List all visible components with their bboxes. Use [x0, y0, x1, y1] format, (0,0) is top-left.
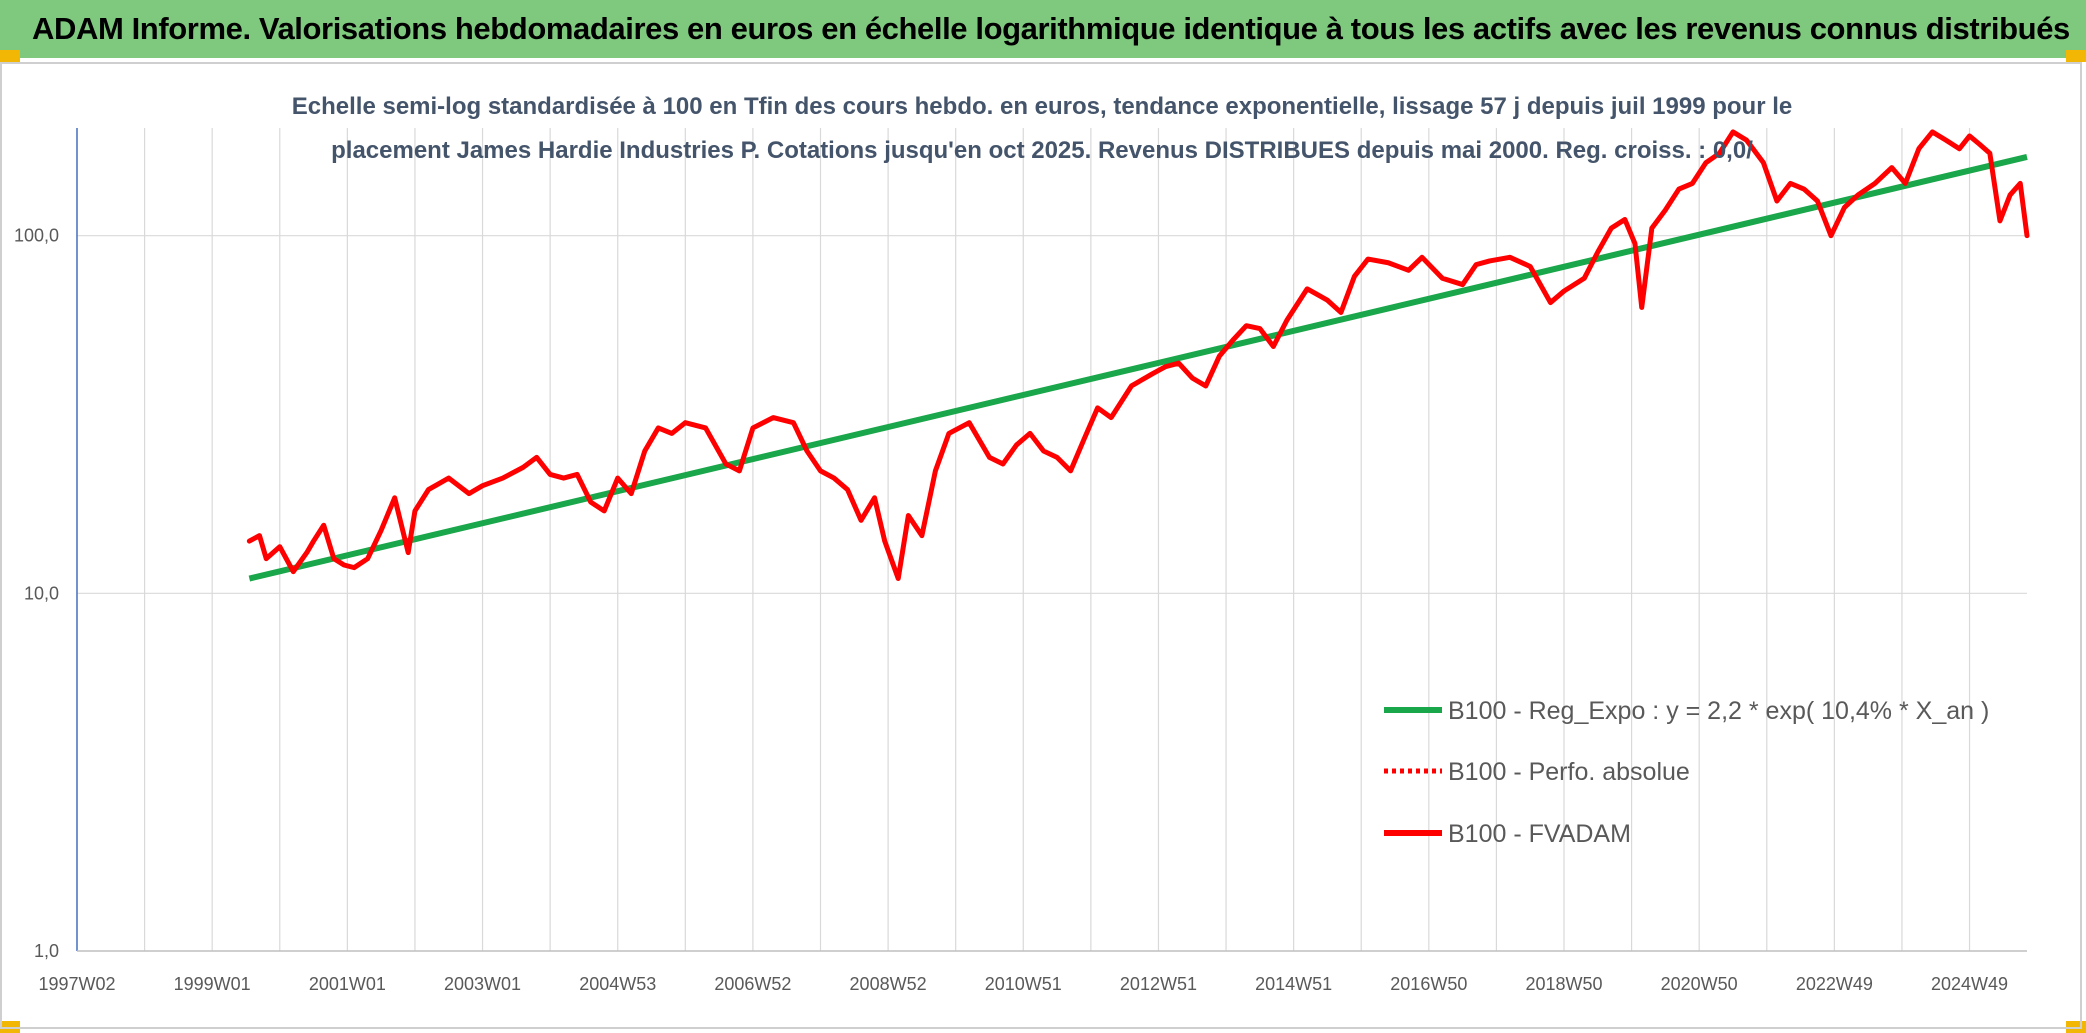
series-layer [246, 129, 2030, 582]
y-tick-label: 10,0 [24, 583, 59, 603]
x-tick-label: 2001W01 [309, 974, 386, 994]
x-gridlines [76, 128, 1971, 951]
x-tick-label: 2012W51 [1120, 974, 1197, 994]
legend-label-perfo: B100 - Perfo. absolue [1448, 758, 1690, 786]
legend-label-fvadam: B100 - FVADAM [1448, 820, 1631, 848]
x-tick-label: 2010W51 [985, 974, 1062, 994]
x-tick-label: 2020W50 [1661, 974, 1738, 994]
legend-label-trend: B100 - Reg_Expo : y = 2,2 * exp( 10,4% *… [1448, 697, 1989, 725]
y-tick-label: 100,0 [14, 226, 59, 246]
x-tick-label: 2018W50 [1525, 974, 1602, 994]
corner-accent-left [0, 50, 20, 62]
x-tick-label: 2024W49 [1931, 974, 2008, 994]
x-tick-label: 2014W51 [1255, 974, 1332, 994]
x-tick-label: 1999W01 [174, 974, 251, 994]
x-tick-label: 2008W52 [850, 974, 927, 994]
x-tick-label: 2003W01 [444, 974, 521, 994]
legend: B100 - Reg_Expo : y = 2,2 * exp( 10,4% *… [1384, 697, 1989, 848]
x-tick-label: 2022W49 [1796, 974, 1873, 994]
report-banner: ADAM Informe. Valorisations hebdomadaire… [0, 0, 2086, 58]
y-tick-labels: 1,0 10,0 100,0 [14, 226, 59, 961]
y-tick-label: 1,0 [34, 941, 59, 961]
chart-title-line-2: placement James Hardie Industries P. Cot… [331, 137, 1753, 164]
chart-area [0, 62, 2082, 1029]
fvadam-line [246, 129, 2030, 582]
x-tick-label: 2016W50 [1390, 974, 1467, 994]
x-tick-label: 1997W02 [38, 974, 115, 994]
corner-accent-right [2066, 50, 2086, 62]
trend-line [248, 154, 2028, 582]
x-tick-label: 2006W52 [714, 974, 791, 994]
x-tick-label: 2004W53 [579, 974, 656, 994]
y-gridlines [77, 235, 2027, 594]
chart-title-line-1: Echelle semi-log standardisée à 100 en T… [292, 93, 1793, 120]
report-title: ADAM Informe. Valorisations hebdomadaire… [32, 11, 2070, 46]
x-tick-labels: 1997W02 1999W01 2001W01 2003W01 2004W53 2006W… [38, 974, 2008, 994]
